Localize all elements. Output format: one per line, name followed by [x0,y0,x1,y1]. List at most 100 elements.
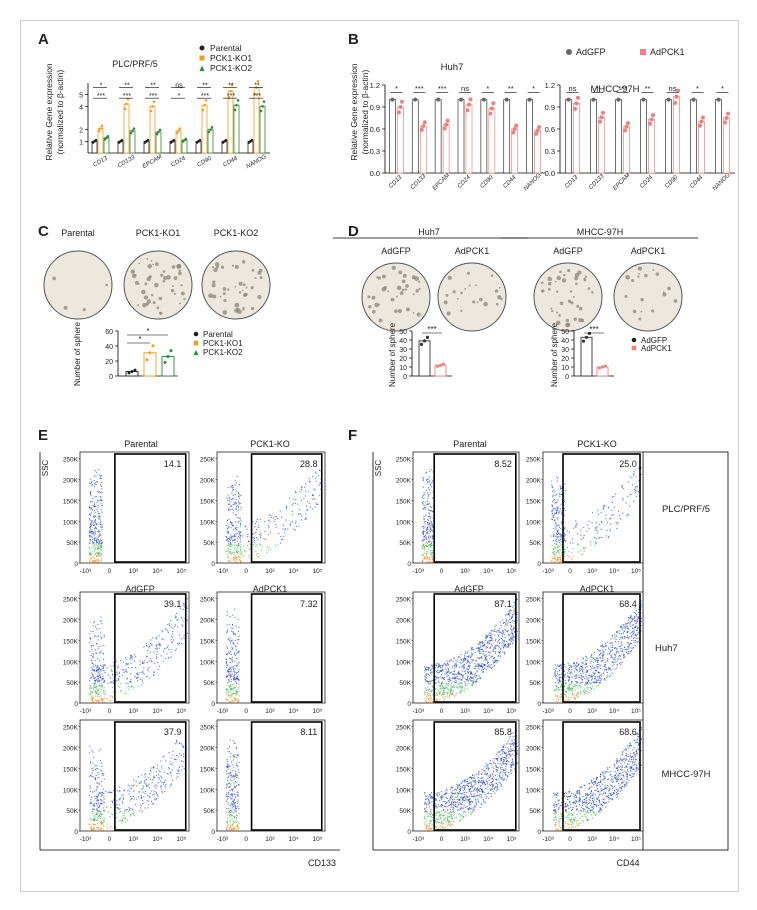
flow-event [308,481,310,483]
flow-event [157,661,159,664]
flow-event [116,803,118,805]
flow-event [150,767,152,769]
panel-b-category-label: CD44 [502,174,518,190]
flow-event [155,638,158,640]
flow-event [93,502,96,504]
panel-a-point [120,138,124,142]
panel-b-ytick-label: 0.6 [545,125,555,134]
flow-event [98,681,100,683]
flow-event [94,520,96,522]
flow-event [552,535,555,537]
flow-event [429,535,431,537]
flow-event [425,472,427,474]
flow-event [111,696,113,698]
panel-b-bar-adpck1 [573,102,580,174]
sphere-colony [583,277,586,280]
flow-event [236,814,238,817]
flow-event [621,636,624,638]
flow-event [237,643,239,645]
flow-event [552,505,554,508]
flow-event [161,781,163,783]
flow-event [176,742,178,744]
flow-event [446,692,449,694]
flow-event [156,647,158,649]
flow-event [106,806,108,808]
flow-event [226,530,228,532]
flow-event [170,651,172,653]
flow-event [474,668,477,670]
flow-event [94,526,96,528]
flow-event [632,474,635,476]
flow-event [235,673,237,675]
flow-event [554,673,556,676]
flow-event [566,687,569,690]
flow-x-tick-label: 10⁴ [289,568,299,575]
flow-event [609,667,611,669]
sphere-colony [551,309,554,313]
flow-event [234,493,236,496]
flow-event [136,798,138,800]
flow-event [555,512,557,514]
flow-event [426,492,428,494]
flow-event [230,681,233,683]
flow-event [497,660,499,662]
flow-event [640,625,642,627]
flow-event [229,668,231,670]
flow-event [557,695,559,697]
panel-c-point [148,351,152,355]
flow-event [252,521,254,523]
flow-event [280,535,282,538]
flow-event [513,609,515,611]
flow-event [162,660,164,662]
flow-event [429,470,431,472]
flow-event [226,675,228,677]
panel-b-category-label: CD90 [480,174,496,190]
flow-event [95,537,97,539]
flow-event [554,669,557,671]
flow-event [299,491,301,493]
panel-b-point-adpck1 [698,123,702,128]
flow-event [611,642,613,644]
flow-event [557,537,559,539]
panel-b-point-adpck1 [699,119,704,124]
flow-event [101,542,103,544]
flow-event [422,553,424,556]
flow-event [92,828,94,830]
flow-event [312,495,314,497]
flow-event [235,776,237,778]
flow-event [156,785,158,787]
flow-x-tick-label: 10³ [129,708,139,715]
panel-d-ytick-label: 10 [399,365,407,372]
flow-event [96,786,98,788]
flow-event [88,507,91,509]
flow-event [567,555,569,557]
flow-event [598,672,600,674]
flow-event [619,655,621,657]
flow-event [603,505,605,507]
flow-event [426,489,428,491]
flow-event [96,795,98,797]
flow-event [233,821,236,823]
flow-event [89,491,91,493]
flow-event [227,699,229,701]
flow-event [475,647,478,649]
flow-event [228,541,230,543]
flow-event [100,814,102,816]
flow-event [633,500,635,502]
sphere-colony [152,263,155,266]
flow-event [129,814,131,816]
flow-event [457,687,459,689]
panel-b-point-adpck1 [534,131,539,136]
flow-event [93,505,95,507]
flow-event [100,553,102,555]
flow-event [620,633,623,635]
flow-event [90,558,92,560]
flow-event [471,646,473,648]
sphere-colony [405,284,409,288]
flow-event [237,806,239,808]
flow-event [233,816,235,818]
flow-event [163,648,165,650]
sphere-colony [250,285,254,290]
flow-event [235,692,238,694]
